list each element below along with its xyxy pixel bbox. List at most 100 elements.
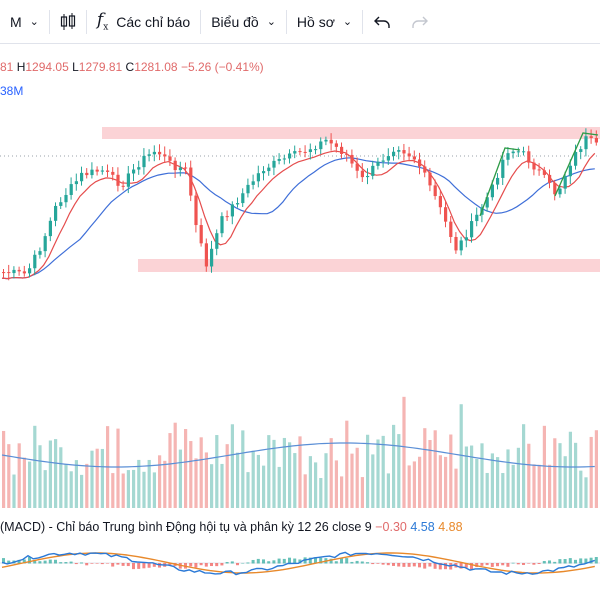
volume-bar <box>132 469 136 508</box>
macd-histogram-bar <box>381 563 385 565</box>
macd-histogram-bar <box>69 561 73 564</box>
candle-body <box>204 243 208 267</box>
candle-body <box>199 225 203 244</box>
volume-bar <box>137 459 141 508</box>
candle-body <box>80 172 84 182</box>
volume-bar <box>28 461 32 508</box>
candle-body <box>7 272 11 274</box>
trend-arrow-1 <box>479 147 521 217</box>
volume-bar <box>256 454 260 508</box>
macd-histogram-bar <box>506 563 510 567</box>
candle-body <box>423 166 427 173</box>
macd-histogram-bar <box>54 559 57 564</box>
redo-arrow-icon <box>412 16 429 28</box>
chevron-down-icon: ⌄ <box>342 16 353 28</box>
candle-body <box>397 150 401 152</box>
macd-histogram-bar <box>496 563 499 567</box>
resistance-zone <box>102 127 600 139</box>
candle-body <box>376 161 380 166</box>
candle-body <box>147 154 151 156</box>
candle-body <box>142 155 146 168</box>
volume-bar <box>210 464 214 508</box>
volume-bar <box>454 468 458 508</box>
candle-body <box>38 251 42 255</box>
volume-bar <box>17 443 21 508</box>
undo-button[interactable] <box>363 0 401 44</box>
price-chart-canvas[interactable] <box>0 44 600 600</box>
macd-histogram-bar <box>210 563 213 567</box>
candle-body <box>64 194 68 203</box>
macd-histogram-bar <box>95 563 99 564</box>
candle-body <box>511 151 515 154</box>
support-zone <box>138 259 600 272</box>
volume-bar <box>7 444 11 508</box>
volume-bar <box>163 460 167 508</box>
macd-histogram-bar <box>147 563 151 568</box>
open-value: 81 <box>0 60 14 74</box>
indicators-button[interactable]: fx Các chỉ báo <box>87 0 200 44</box>
macd-histogram-bar <box>355 560 359 564</box>
candle-body <box>464 237 468 241</box>
macd-histogram-bar <box>501 563 505 566</box>
macd-histogram-bar <box>7 560 11 564</box>
macd-histogram-bar <box>542 560 546 564</box>
macd-histogram-bar <box>563 559 567 564</box>
candle-body <box>563 176 567 189</box>
chart-type-dropdown[interactable]: Biểu đồ ⌄ <box>201 0 286 44</box>
macd-params: 12 26 close 9 <box>297 520 372 534</box>
macd-title: (MACD) - Chỉ báo Trung bình Động hội tụ … <box>0 520 294 534</box>
chart-style-button[interactable] <box>50 0 86 44</box>
candle-body <box>85 172 89 176</box>
macd-histogram-bar <box>137 563 141 569</box>
volume-bar <box>345 420 349 508</box>
macd-histogram-value: −0.30 <box>375 520 407 534</box>
volume-bar <box>314 462 318 508</box>
volume-bar <box>38 445 42 508</box>
macd-histogram-bar <box>220 563 224 566</box>
candle-body <box>178 167 182 171</box>
redo-button[interactable] <box>401 0 439 44</box>
macd-histogram-bar <box>360 561 364 564</box>
volume-bar <box>147 459 151 508</box>
macd-histogram-bar <box>308 557 312 564</box>
candle-body <box>319 141 323 150</box>
candle-body <box>215 233 219 249</box>
candle-body <box>168 156 172 161</box>
volume-bar <box>449 434 453 508</box>
macd-histogram-bar <box>584 558 588 564</box>
candle-body <box>355 163 359 171</box>
macd-histogram-bar <box>80 562 83 564</box>
volume-bar <box>527 443 531 508</box>
macd-histogram-bar <box>106 563 109 564</box>
macd-histogram-bar <box>241 562 245 564</box>
volume-bar <box>298 436 302 508</box>
macd-histogram-bar <box>444 563 447 570</box>
profile-dropdown[interactable]: Hồ sơ ⌄ <box>287 0 362 44</box>
volume-bar <box>584 477 588 508</box>
candle-body <box>267 167 271 172</box>
volume-bar <box>444 456 448 508</box>
volume-bar <box>33 425 37 508</box>
volume-bar <box>350 453 354 508</box>
candle-body <box>475 214 479 222</box>
macd-histogram-bar <box>85 563 89 566</box>
candle-body <box>126 173 130 187</box>
candle-body <box>152 151 156 155</box>
macd-histogram-bar <box>152 563 156 567</box>
low-value: 1279.81 <box>78 60 123 74</box>
volume-bar <box>496 457 500 508</box>
candle-body <box>407 153 411 157</box>
volume-bar <box>236 452 240 508</box>
macd-line-value: 4.58 <box>410 520 435 534</box>
candle-body <box>59 202 63 206</box>
candle-body <box>236 203 240 205</box>
close-value: 1281.08 <box>134 60 178 74</box>
volume-bar <box>402 396 406 508</box>
macd-histogram-bar <box>527 563 531 564</box>
volume-bar <box>22 457 26 508</box>
volume-bar <box>111 473 115 508</box>
volume-bar <box>558 443 562 508</box>
interval-dropdown[interactable]: M ⌄ <box>0 0 49 44</box>
macd-histogram-bar <box>33 560 37 564</box>
candle-body <box>163 154 167 157</box>
